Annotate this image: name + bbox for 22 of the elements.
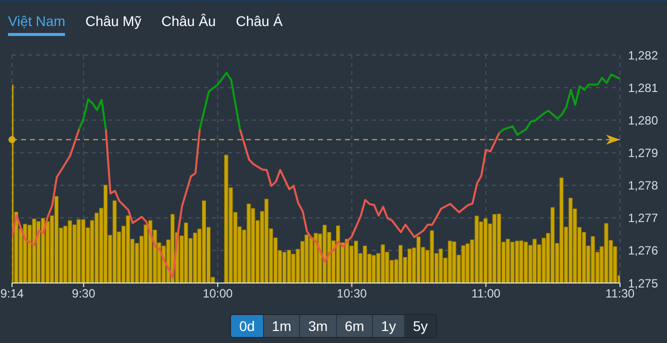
x-tick-label: 10:00	[202, 286, 234, 301]
y-tick-label: 1,281	[628, 80, 658, 95]
text: 0d	[231, 315, 263, 337]
text: 5y	[404, 315, 436, 337]
y-tick-label: 1,277	[628, 211, 658, 226]
x-tick-label: 11:00	[471, 286, 501, 301]
x-tick-label: 9:14	[0, 286, 24, 301]
y-tick-label: 1,279	[628, 146, 658, 160]
y-tick-label: 1,282	[628, 48, 658, 62]
y-tick-label: 1,278	[628, 178, 658, 193]
x-tick-label: 9:30	[72, 286, 96, 301]
x-tick-label: 10:30	[336, 286, 368, 301]
text: Châu Mỹ	[85, 13, 142, 31]
text: 1m	[262, 315, 300, 337]
text: Châu Âu	[161, 13, 216, 31]
y-tick-label: 1,276	[628, 244, 658, 258]
y-tick-label: 1,280	[628, 113, 658, 128]
text: 1y	[372, 315, 404, 337]
text: 3m	[299, 315, 336, 337]
text: 6m	[336, 315, 372, 337]
text: Việt Nam	[8, 13, 66, 36]
text: Châu Á	[236, 13, 283, 31]
